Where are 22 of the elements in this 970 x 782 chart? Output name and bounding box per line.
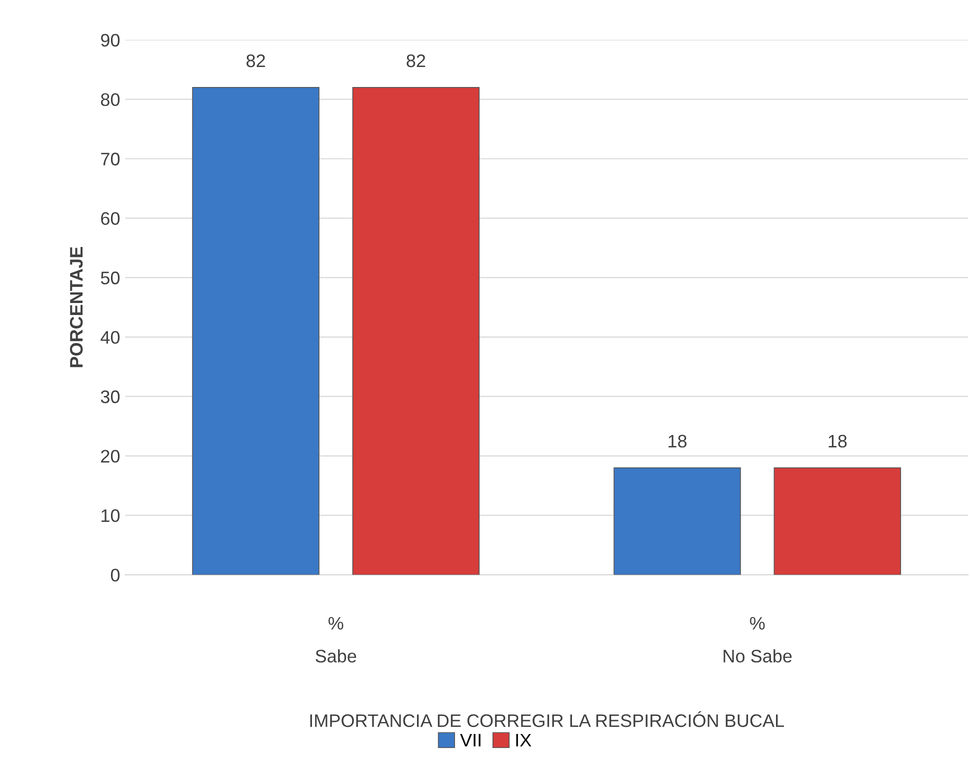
y-tick-label: 70 (101, 152, 120, 166)
y-tick-label: 50 (100, 272, 120, 284)
text: Sabe (316, 649, 356, 663)
y-axis-title: PORCENTAJE (70, 246, 83, 368)
data-label: 82 (406, 54, 426, 68)
text: No Sabe (724, 649, 792, 663)
x-tick-label: % (750, 616, 765, 630)
y-tick-label: 30 (100, 390, 120, 404)
y-tick-label: 40 (100, 330, 120, 344)
data-label: 18 (668, 434, 687, 448)
y-tick-label: 60 (101, 212, 120, 225)
data-label: 82 (246, 54, 265, 68)
x-tick-label: % (328, 616, 344, 630)
y-tick-label: 10 (102, 509, 120, 522)
y-tick-label: 20 (101, 450, 120, 463)
y-tick-label: 80 (100, 93, 120, 106)
legend-label: IX (516, 734, 532, 746)
y-tick-label: 0 (110, 568, 120, 582)
x-axis-title: IMPORTANCIA DE CORREGIR LA RESPIRACIÓN BUCAL (310, 711, 784, 728)
data-label: 18 (828, 434, 847, 448)
y-tick-label: 90 (101, 34, 120, 47)
legend-label: VII (460, 734, 480, 746)
